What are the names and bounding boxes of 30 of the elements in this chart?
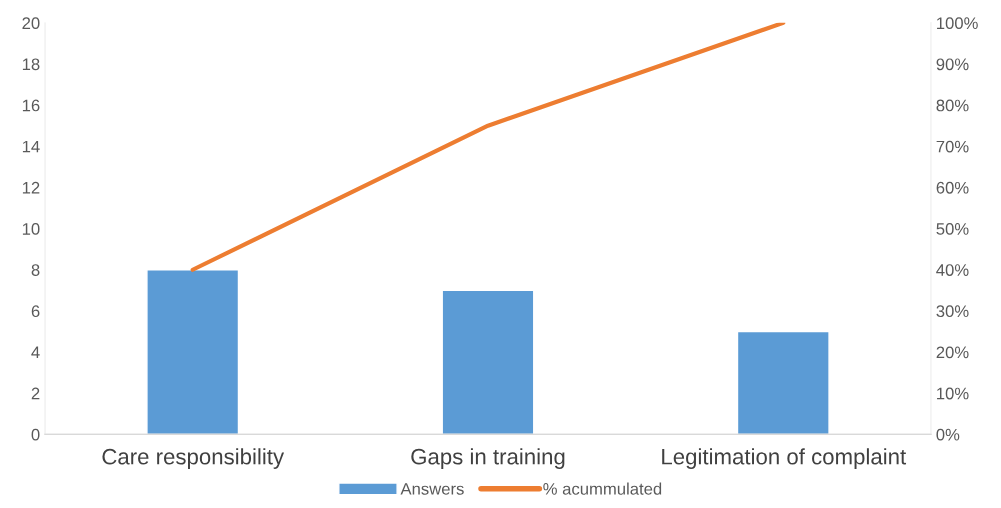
y-tick-label: 0 xyxy=(31,428,40,441)
bar xyxy=(441,289,535,435)
y2-tick-label: 40% xyxy=(936,264,969,276)
y-tick-label: 4 xyxy=(31,346,40,359)
y-tick-label: 6 xyxy=(31,305,40,318)
legend-label: % acummulated xyxy=(543,482,662,495)
x-tick-label: Care responsibility xyxy=(102,448,285,469)
y-tick-label: 10 xyxy=(22,223,40,235)
bar xyxy=(736,330,830,435)
y-tick-label: 2 xyxy=(31,387,40,400)
y2-tick-label: 60% xyxy=(936,181,969,194)
y2-tick-label: 80% xyxy=(936,99,969,112)
x-tick-label: Gaps in training xyxy=(411,448,565,469)
y-tick-label: 20 xyxy=(22,17,40,30)
y-tick-label: 14 xyxy=(22,140,40,153)
y-tick-label: 18 xyxy=(22,58,40,71)
y-tick-label: 12 xyxy=(22,181,40,194)
y-tick-label: 8 xyxy=(31,264,40,276)
y2-tick-label: 20% xyxy=(936,346,969,359)
x-tick-label: Legitimation of complaint xyxy=(662,448,907,469)
y2-tick-label: 90% xyxy=(936,58,969,71)
y2-tick-label: 30% xyxy=(936,305,969,318)
y2-tick-label: 70% xyxy=(936,140,969,153)
y2-tick-label: 0% xyxy=(936,428,960,441)
y2-tick-label: 10% xyxy=(937,387,969,400)
y2-tick-label: 100% xyxy=(937,17,978,30)
legend-label: Answers xyxy=(400,483,464,495)
y-tick-label: 16 xyxy=(22,99,40,112)
bar xyxy=(146,269,240,435)
y2-tick-label: 50% xyxy=(936,223,969,235)
